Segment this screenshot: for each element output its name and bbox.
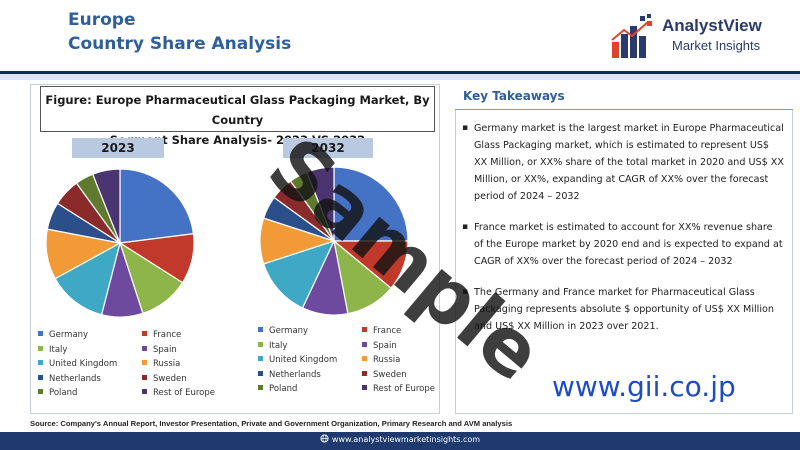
key-takeaways-header: Key Takeaways xyxy=(455,84,793,110)
legend-swatch xyxy=(142,389,147,394)
legend-label: Poland xyxy=(269,384,298,394)
legend-swatch xyxy=(362,385,367,390)
source-note: Source: Company's Annual Report, Investo… xyxy=(30,419,513,428)
legend-swatch xyxy=(258,370,263,376)
legend-item-rest-of-europe: Rest of Europe xyxy=(362,383,435,395)
page-header: Europe Country Share Analysis AnalystVie… xyxy=(0,0,800,72)
legend-swatch xyxy=(142,331,147,336)
takeaway-item: Germany market is the largest market in … xyxy=(462,120,784,205)
legend-swatch xyxy=(362,327,367,332)
legend-swatch xyxy=(362,356,367,361)
legend-label: Italy xyxy=(49,344,68,355)
legend-label: Germany xyxy=(49,330,89,340)
legend-swatch xyxy=(362,341,367,347)
page-title-line1: Europe xyxy=(68,10,136,30)
legend-item-rest-of-europe: Rest of Europe xyxy=(142,387,215,399)
header-band xyxy=(0,74,800,80)
legend-swatch xyxy=(142,345,147,351)
page-title-line2: Country Share Analysis xyxy=(68,34,292,54)
pie-2023-slice-germany xyxy=(119,168,195,244)
pie-2032-slice-united-kingdom xyxy=(262,240,336,309)
pie-chart-2023 xyxy=(45,168,195,318)
legend-item-italy: Italy xyxy=(258,340,287,352)
legend-label: Netherlands xyxy=(269,369,321,380)
footer-url[interactable]: www.analystviewmarketinsights.com xyxy=(0,434,800,444)
legend-item-united-kingdom: United Kingdom xyxy=(38,358,117,370)
legend-label: Rest of Europe xyxy=(373,384,436,394)
key-takeaways-title: Key Takeaways xyxy=(463,89,565,103)
legend-swatch xyxy=(38,331,43,336)
legend-swatch xyxy=(258,385,263,390)
legend-label: France xyxy=(373,326,402,336)
legend-item-italy: Italy xyxy=(38,344,67,356)
legend-item-france: France xyxy=(362,325,401,337)
legend-item-russia: Russia xyxy=(142,358,180,370)
legend-swatch xyxy=(142,374,147,380)
pie-2032-slice-germany xyxy=(333,166,409,242)
takeaway-item: France market is estimated to account fo… xyxy=(462,219,784,270)
key-takeaways-list: Germany market is the largest market in … xyxy=(462,120,784,349)
pie-2023-slice-united-kingdom xyxy=(54,241,121,316)
legend-swatch xyxy=(258,327,263,332)
pie-2023-slice-rest-of-europe xyxy=(91,168,121,244)
logo-subtitle: Market Insights xyxy=(672,38,761,53)
legend-item-spain: Spain xyxy=(142,344,177,356)
legend-item-sweden: Sweden xyxy=(362,369,407,381)
legend-swatch xyxy=(258,356,263,361)
page-title: Europe Country Share Analysis xyxy=(68,8,291,56)
legend-label: Sweden xyxy=(153,373,187,384)
legend-item-poland: Poland xyxy=(258,383,297,395)
logo-name: AnalystView xyxy=(662,16,762,35)
legend-item-poland: Poland xyxy=(38,387,77,399)
takeaway-item: The Germany and France market for Pharma… xyxy=(462,284,784,335)
legend-label: United Kingdom xyxy=(269,355,338,365)
legend-label: United Kingdom xyxy=(49,359,118,369)
globe-icon xyxy=(320,434,329,443)
legend-swatch xyxy=(38,360,43,365)
legend-label: Rest of Europe xyxy=(153,388,216,398)
legend-swatch xyxy=(258,341,263,347)
legend-label: Spain xyxy=(373,340,397,351)
legend-label: Poland xyxy=(49,388,78,398)
pie-2023-title: 2023 xyxy=(72,138,164,158)
legend-item-germany: Germany xyxy=(258,325,308,337)
legend-label: Germany xyxy=(269,326,309,336)
legend-item-netherlands: Netherlands xyxy=(258,369,321,381)
legend-item-germany: Germany xyxy=(38,329,88,341)
gii-url-watermark: www.gii.co.jp xyxy=(552,370,736,403)
legend-swatch xyxy=(362,370,367,376)
legend-swatch xyxy=(38,374,43,380)
pie-2032-legend: Germany France Italy Spain United Kingdom Rus… xyxy=(258,325,458,397)
legend-item-sweden: Sweden xyxy=(142,373,187,385)
legend-item-russia: Russia xyxy=(362,354,400,366)
legend-label: Netherlands xyxy=(49,373,101,384)
pie-chart-2032 xyxy=(259,166,409,316)
legend-label: Sweden xyxy=(373,369,407,380)
figure-title-line1: Figure: Europe Pharmaceutical Glass Pack… xyxy=(45,93,430,127)
legend-label: Russia xyxy=(373,355,401,365)
legend-item-france: France xyxy=(142,329,181,341)
legend-label: Spain xyxy=(153,344,177,355)
legend-item-netherlands: Netherlands xyxy=(38,373,101,385)
analystview-logo-icon xyxy=(611,14,652,58)
legend-item-spain: Spain xyxy=(362,340,397,352)
legend-label: Italy xyxy=(269,340,288,351)
pie-2032-title: 2032 xyxy=(283,138,373,158)
legend-swatch xyxy=(38,389,43,394)
pie-2023-legend: Germany France Italy Spain United Kingdom Rus… xyxy=(38,329,238,401)
legend-swatch xyxy=(38,345,43,351)
legend-swatch xyxy=(142,360,147,365)
pie-2032-slice-rest-of-europe xyxy=(305,166,335,242)
footer-url-text: www.analystviewmarketinsights.com xyxy=(331,435,481,444)
legend-label: France xyxy=(153,330,182,340)
figure-title: Figure: Europe Pharmaceutical Glass Pack… xyxy=(40,86,435,147)
footer-bar xyxy=(0,432,800,450)
legend-label: Russia xyxy=(153,359,181,369)
analystview-logo: AnalystView Market Insights xyxy=(610,10,790,62)
legend-item-united-kingdom: United Kingdom xyxy=(258,354,337,366)
header-divider xyxy=(0,71,800,74)
